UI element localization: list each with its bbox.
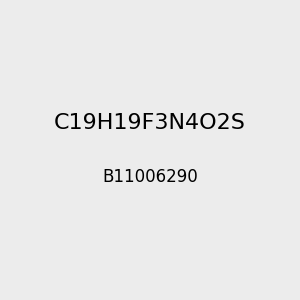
Text: C19H19F3N4O2S: C19H19F3N4O2S: [54, 113, 246, 133]
Text: B11006290: B11006290: [102, 168, 198, 186]
